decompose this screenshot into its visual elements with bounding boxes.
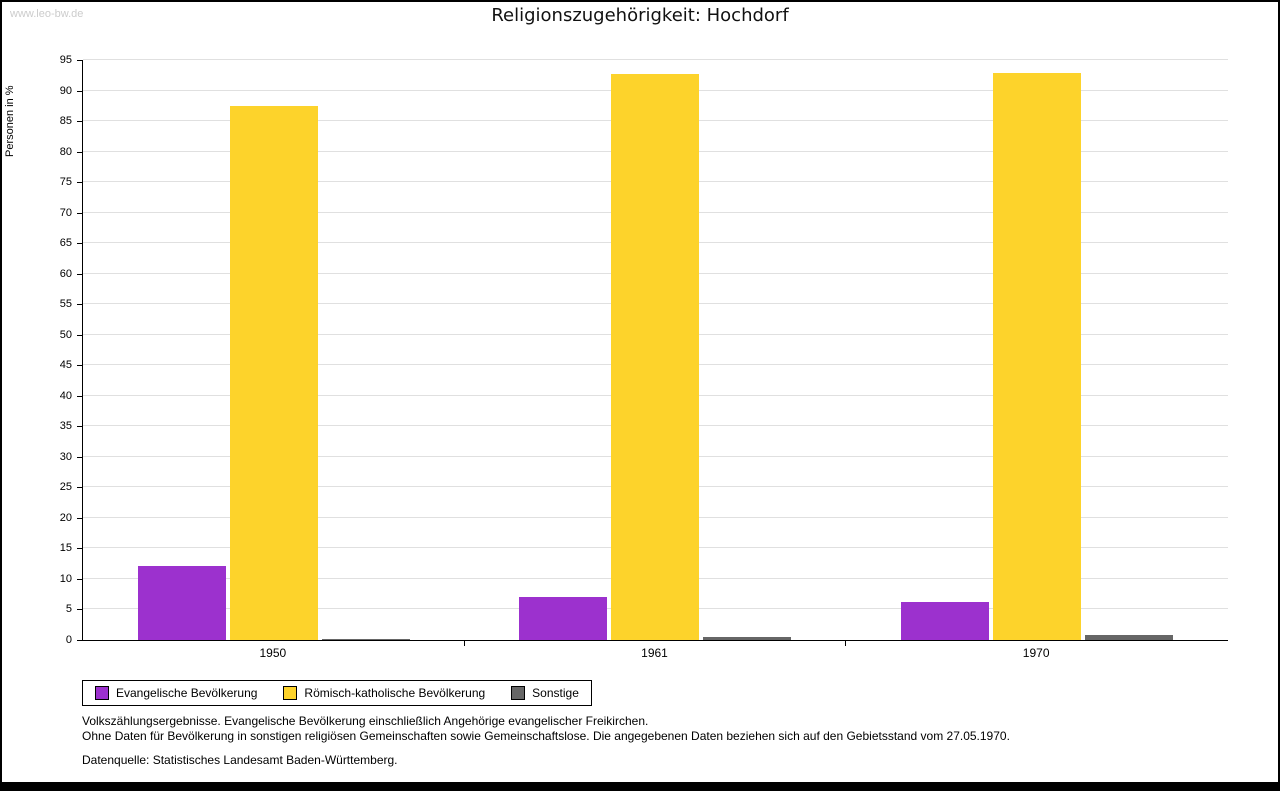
y-tick-label: 80	[59, 145, 72, 158]
y-tick-mark	[77, 121, 82, 123]
bar-1950-Sonstige	[321, 638, 410, 640]
bar-1970-Römisch-katholische Bevölkerung	[993, 73, 1082, 640]
y-tick-mark	[77, 395, 82, 397]
gridline	[83, 59, 1228, 60]
y-tick-label: 75	[59, 176, 72, 189]
y-tick-mark	[77, 273, 82, 275]
y-tick-label: 35	[59, 420, 72, 433]
legend-label: Sonstige	[532, 686, 579, 700]
legend: Evangelische Bevölkerung Römisch-katholis…	[82, 680, 592, 706]
y-tick-label: 50	[59, 328, 72, 341]
y-tick-mark	[77, 609, 82, 611]
footnote-line-1: Volkszählungsergebnisse. Evangelische Be…	[82, 714, 649, 728]
y-tick-mark	[77, 365, 82, 367]
y-tick-label: 15	[59, 542, 72, 555]
x-category-label: 1950	[259, 646, 287, 660]
legend-swatch-icon	[95, 686, 109, 700]
legend-label: Römisch-katholische Bevölkerung	[304, 686, 486, 700]
legend-swatch-icon	[511, 686, 526, 700]
bar-1970-Sonstige	[1085, 635, 1174, 640]
y-tick-label: 60	[59, 267, 72, 280]
y-tick-mark	[77, 456, 82, 458]
y-tick-label: 20	[59, 511, 72, 524]
x-category-label: 1970	[1022, 646, 1050, 660]
y-tick-mark	[77, 487, 82, 489]
bar-1950-Evangelische Bevölkerung	[137, 565, 226, 640]
legend-swatch-icon	[283, 686, 298, 700]
footnote-source: Datenquelle: Statistisches Landesamt Bad…	[82, 753, 398, 767]
y-tick-mark	[77, 60, 82, 61]
y-tick-mark	[77, 151, 82, 153]
footnotes: Volkszählungsergebnisse. Evangelische Be…	[82, 714, 1202, 768]
plot-area	[82, 59, 1228, 641]
y-tick-mark	[77, 517, 82, 519]
y-tick-label: 10	[59, 572, 72, 585]
y-tick-mark	[77, 182, 82, 184]
y-tick-mark	[77, 578, 82, 580]
y-tick-mark	[77, 90, 82, 92]
y-tick-mark	[77, 304, 82, 306]
y-tick-label: 0	[65, 634, 72, 646]
x-category-label: 1961	[641, 646, 668, 660]
bar-group-1950	[83, 60, 465, 640]
x-tick-mark	[463, 641, 465, 646]
x-tick-mark	[845, 641, 847, 646]
y-tick-mark	[77, 243, 82, 245]
chart-title: Religionszugehörigkeit: Hochdorf	[491, 5, 789, 26]
y-tick-label: 5	[65, 603, 72, 616]
y-tick-label: 95	[59, 54, 72, 66]
y-tick-mark	[77, 426, 82, 428]
y-tick-label: 90	[59, 84, 72, 97]
footnote-line-2: Ohne Daten für Bevölkerung in sonstigen …	[82, 729, 1010, 743]
bar-group-1970	[846, 60, 1228, 640]
bar-1961-Römisch-katholische Bevölkerung	[611, 74, 700, 640]
legend-label: Evangelische Bevölkerung	[116, 686, 258, 700]
y-tick-label: 65	[59, 237, 72, 250]
y-tick-mark	[77, 640, 82, 641]
watermark: www.leo-bw.de	[10, 8, 84, 20]
y-tick-mark	[77, 212, 82, 214]
legend-item: Evangelische Bevölkerung	[95, 686, 257, 700]
bar-group-1961	[465, 60, 847, 640]
bar-1970-Evangelische Bevölkerung	[901, 601, 990, 640]
y-tick-label: 70	[59, 206, 72, 219]
bar-1961-Sonstige	[703, 636, 792, 640]
y-tick-label: 55	[59, 298, 72, 311]
y-tick-label: 30	[59, 450, 72, 463]
bar-1950-Römisch-katholische Bevölkerung	[229, 105, 318, 640]
y-tick-mark	[77, 548, 82, 550]
y-tick-mark	[77, 334, 82, 336]
y-tick-label: 45	[59, 359, 72, 372]
y-tick-label: 25	[59, 481, 72, 494]
legend-item: Sonstige	[511, 686, 579, 700]
legend-item: Römisch-katholische Bevölkerung	[283, 686, 485, 700]
bar-1961-Evangelische Bevölkerung	[519, 597, 608, 640]
y-tick-label: 40	[59, 389, 72, 402]
y-tick-label: 85	[59, 115, 72, 128]
